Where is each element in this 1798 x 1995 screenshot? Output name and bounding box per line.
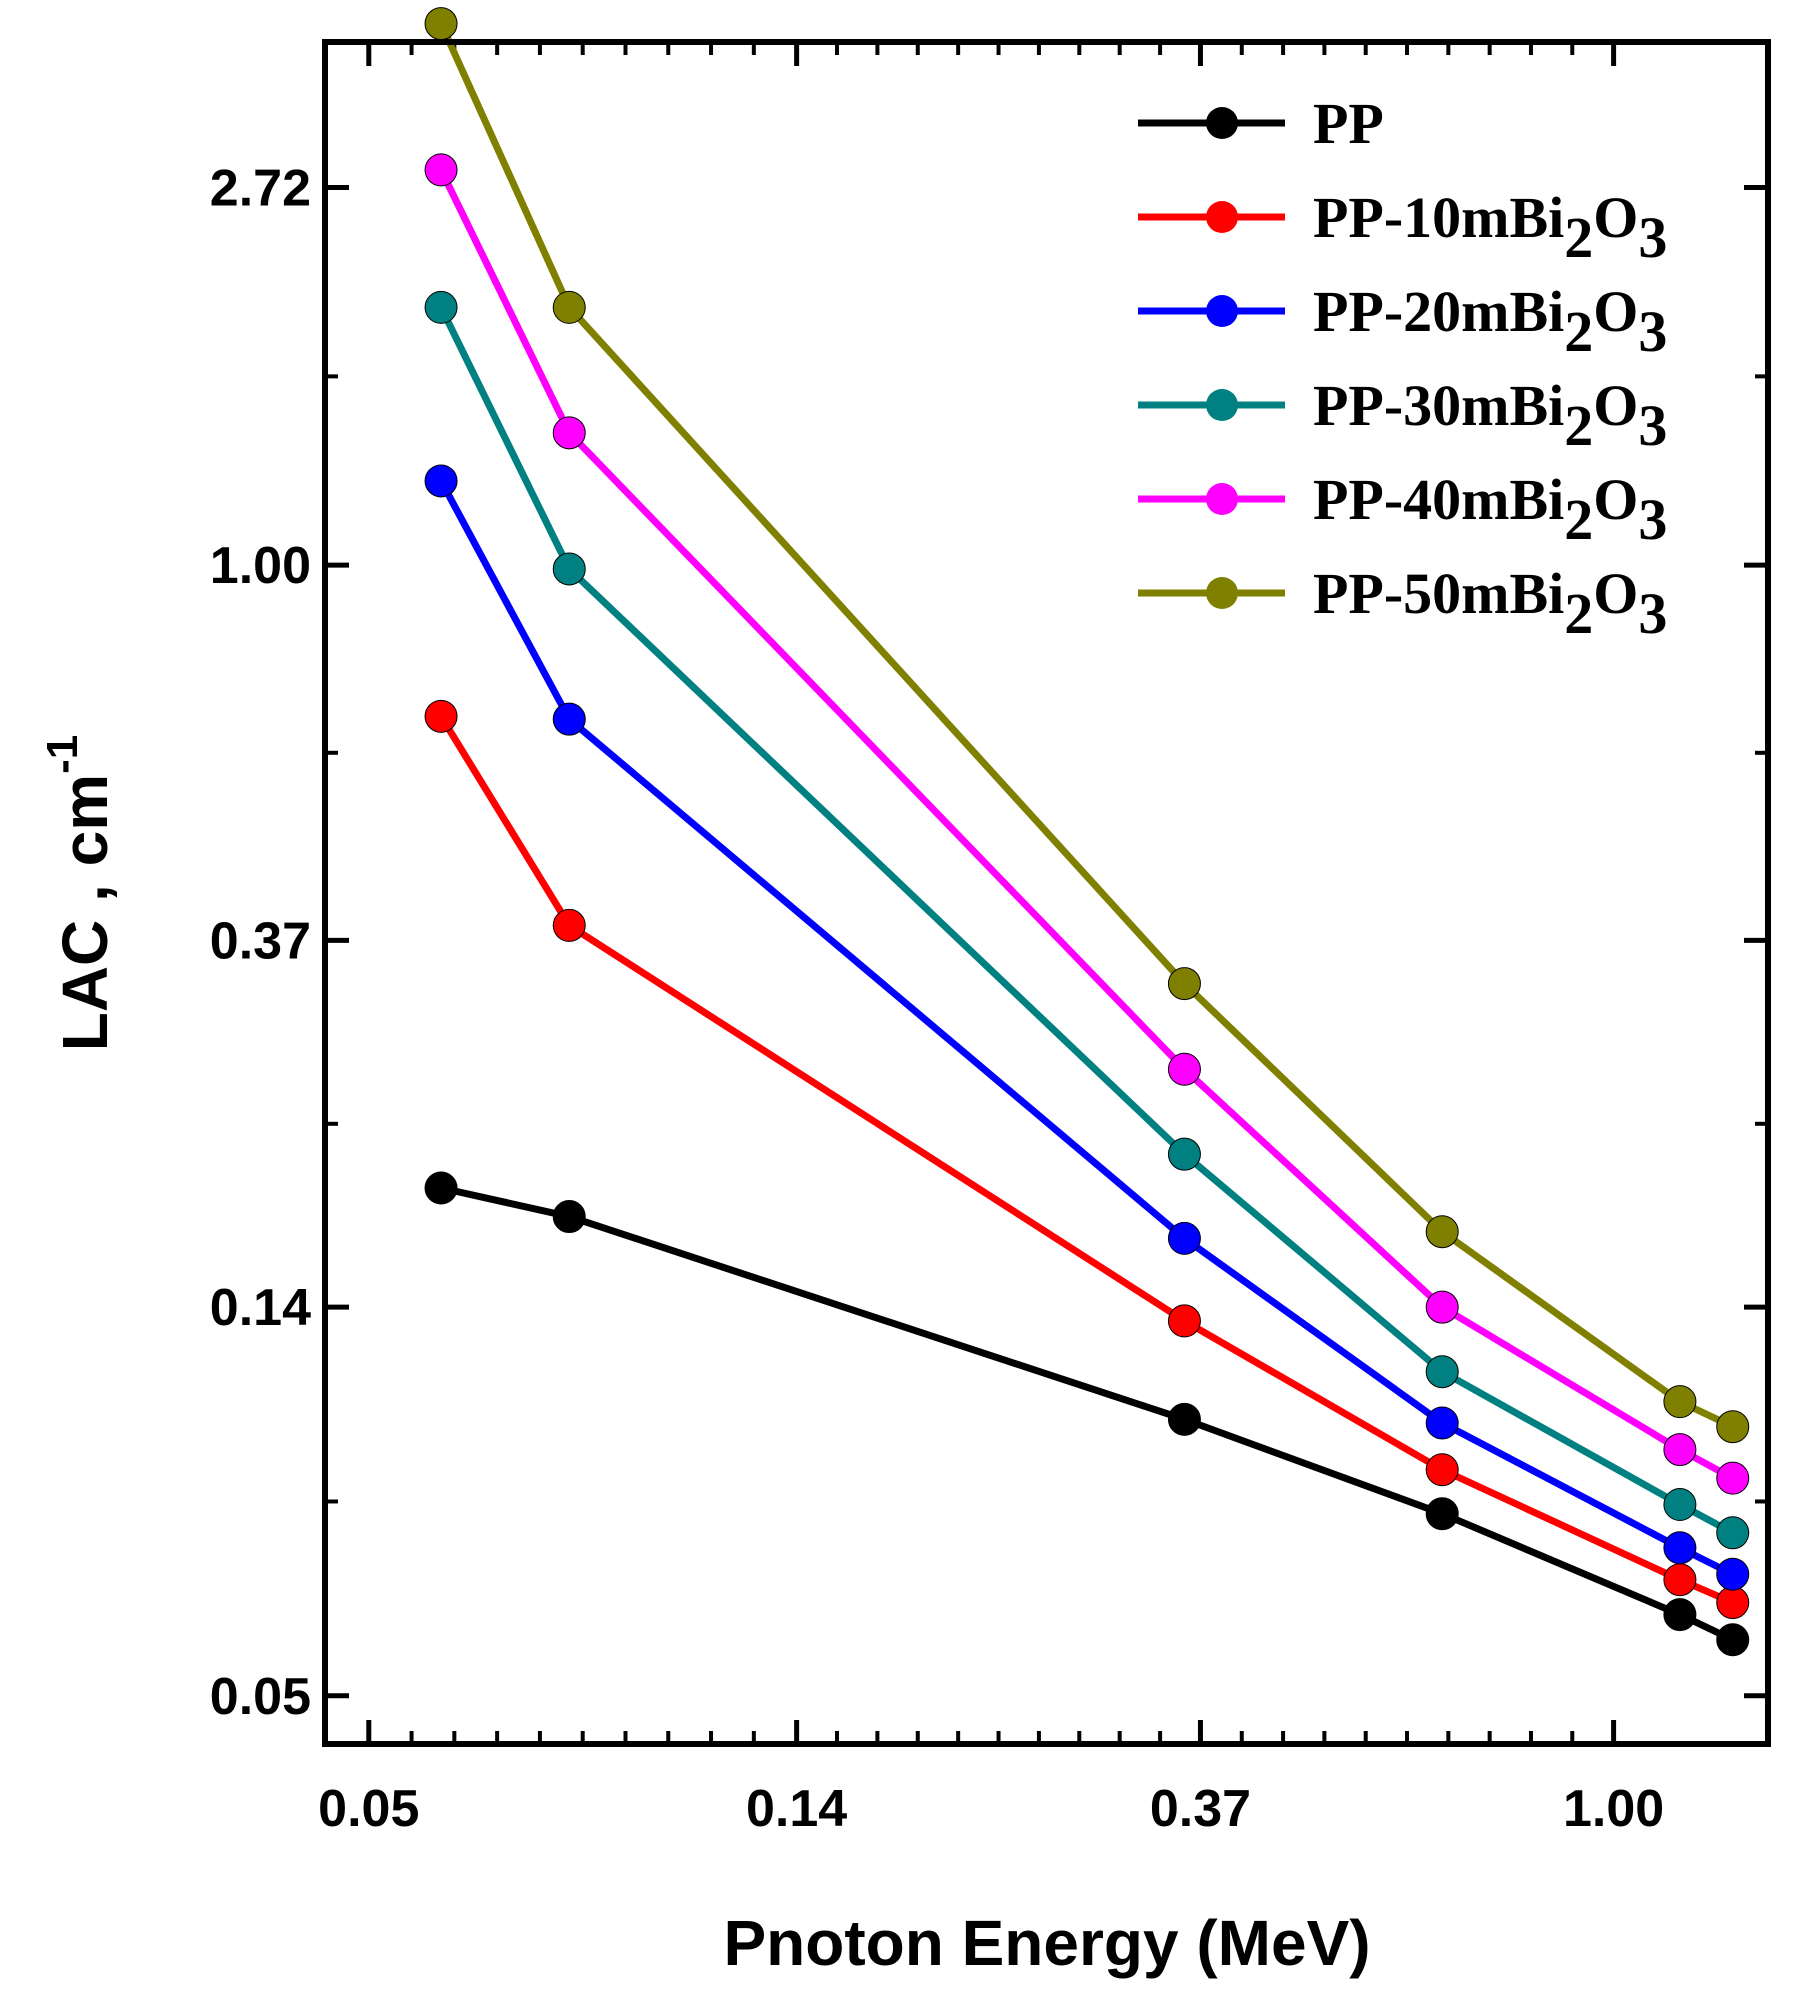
ticks: 0.05 0.14 0.37 1.00 0.05 0.14 0.37 1.00 2.72: [210, 42, 1768, 1838]
data-point: [1716, 1557, 1750, 1591]
legend-label-base: PP-30mBi: [1313, 373, 1564, 438]
legend-label-mid: 2: [1564, 393, 1593, 458]
legend-label: PP-20mBi2O3: [1313, 279, 1667, 364]
legend-marker: [1206, 577, 1238, 609]
legend-label-base: PP-40mBi: [1313, 467, 1564, 532]
data-point: [1167, 967, 1201, 1001]
data-point: [424, 699, 458, 733]
y-tick-label: 0.37: [210, 912, 311, 970]
legend-label-mid: 2: [1564, 487, 1593, 552]
legend-label-o: 3: [1638, 393, 1667, 458]
legend-label-sub: O: [1593, 561, 1638, 626]
data-point: [1167, 1137, 1201, 1171]
data-point: [1716, 1461, 1750, 1495]
legend-label-o: 3: [1638, 299, 1667, 364]
y-tick-label: 0.05: [210, 1668, 311, 1726]
data-point: [552, 1200, 586, 1234]
data-point: [1716, 1623, 1750, 1657]
data-point: [424, 290, 458, 324]
data-point: [552, 416, 586, 450]
legend: PPPP-10mBi2O3PP-20mBi2O3PP-30mBi2O3PP-40…: [1138, 91, 1667, 646]
legend-label-o: 3: [1638, 487, 1667, 552]
data-point: [1663, 1385, 1697, 1419]
data-point: [1663, 1487, 1697, 1521]
series-line-5: [437, 168, 1735, 1482]
data-point: [1425, 1215, 1459, 1249]
series-line-3: [437, 479, 1735, 1578]
data-point: [1425, 1453, 1459, 1487]
legend-label-base: PP-50mBi: [1313, 561, 1564, 626]
data-point: [1716, 1586, 1750, 1620]
data-point: [424, 464, 458, 498]
data-point: [1663, 1531, 1697, 1565]
data-point: [1663, 1563, 1697, 1597]
data-point: [424, 7, 458, 41]
legend-label-mid: 2: [1564, 299, 1593, 364]
legend-label-sub: O: [1593, 279, 1638, 344]
y-axis-title-sup: -1: [38, 735, 87, 774]
legend-label-text: PP: [1313, 91, 1384, 156]
y-axis-title-main: LAC , cm: [49, 774, 121, 1051]
legend-marker: [1206, 107, 1238, 139]
legend-marker: [1206, 389, 1238, 421]
legend-label-sub: O: [1593, 185, 1638, 250]
data-point: [1167, 1402, 1201, 1436]
legend-label-o: 3: [1638, 581, 1667, 646]
data-point: [1425, 1355, 1459, 1389]
x-tick-label: 0.14: [746, 1780, 847, 1838]
data-point: [552, 290, 586, 324]
data-point: [552, 702, 586, 736]
data-point: [1167, 1221, 1201, 1255]
legend-label: PP-10mBi2O3: [1313, 185, 1667, 270]
x-axis-title: Pnoton Energy (MeV): [723, 1907, 1370, 1979]
data-point: [1663, 1598, 1697, 1632]
legend-label-base: PP-20mBi: [1313, 279, 1564, 344]
data-point: [1167, 1304, 1201, 1338]
data-point: [1663, 1433, 1697, 1467]
legend-marker: [1206, 295, 1238, 327]
data-point: [1716, 1410, 1750, 1444]
y-tick-label: 2.72: [210, 160, 311, 218]
plot-frame: [322, 39, 1771, 1747]
legend-marker: [1206, 483, 1238, 515]
legend-label-mid: 2: [1564, 205, 1593, 270]
legend-label-o: 3: [1638, 205, 1667, 270]
y-tick-label: 0.14: [210, 1279, 311, 1337]
legend-label: PP-50mBi2O3: [1313, 561, 1667, 646]
data-point: [424, 1171, 458, 1205]
legend-label: PP-40mBi2O3: [1313, 467, 1667, 552]
legend-label-base: PP-10mBi: [1313, 185, 1564, 250]
legend-label-sub: O: [1593, 467, 1638, 532]
data-point: [1425, 1290, 1459, 1324]
data-point: [1716, 1516, 1750, 1550]
data-point: [552, 908, 586, 942]
y-tick-label: 1.00: [210, 537, 311, 595]
series: [424, 7, 1750, 1657]
legend-label: PP: [1313, 91, 1384, 156]
legend-label-sub: O: [1593, 373, 1638, 438]
x-tick-label: 0.05: [318, 1780, 419, 1838]
x-tick-label: 0.37: [1150, 1780, 1251, 1838]
data-point: [1167, 1052, 1201, 1086]
x-tick-label: 1.00: [1563, 1780, 1664, 1838]
legend-label-mid: 2: [1564, 581, 1593, 646]
data-point: [1425, 1406, 1459, 1440]
data-point: [1425, 1497, 1459, 1531]
data-point: [552, 552, 586, 586]
y-axis-title: LAC , cm-1: [38, 735, 121, 1052]
legend-marker: [1206, 201, 1238, 233]
data-point: [424, 153, 458, 187]
legend-label: PP-30mBi2O3: [1313, 373, 1667, 458]
